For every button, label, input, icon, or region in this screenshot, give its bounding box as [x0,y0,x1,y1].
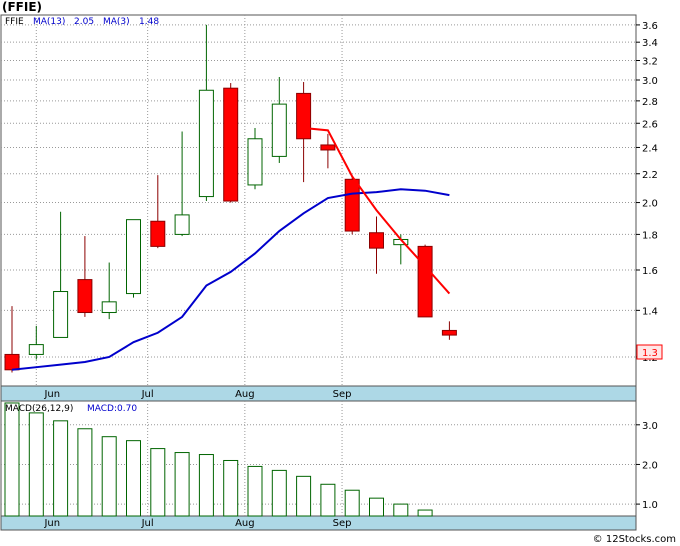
candle-body [4,353,20,371]
macd-bar [4,402,20,517]
macd-date-axis [0,515,637,531]
macd-bar [53,420,69,517]
macd-bar [198,454,214,517]
macd-bar [320,483,336,517]
macd-bar [417,509,433,517]
month-label: Sep [333,389,352,400]
macd-tick-label: 1.0 [642,500,658,511]
macd-legend-value: MACD:0.70 [87,404,137,414]
price-tick-label: 3.0 [642,76,658,87]
month-label: Aug [235,389,255,400]
macd-panel-frame [0,400,637,517]
price-tick-label: 2.2 [642,170,658,181]
candle-body [417,245,433,318]
month-label: Jun [43,518,60,529]
price-tick-label: 3.6 [642,21,658,32]
macd-bar [271,469,287,517]
macd-tick-label: 3.0 [642,421,658,432]
candle-body [441,329,457,336]
macd-bar [101,436,117,517]
candle-body [150,220,166,247]
legend-ma3-label: MA(3) [103,17,130,27]
legend-ma13-label: MA(13) [33,17,65,27]
macd-bar [344,489,360,517]
axis-labels: 1.21.41.61.82.02.22.42.62.83.03.23.43.61… [43,21,657,529]
month-label: Aug [235,518,255,529]
price-date-axis [0,385,637,402]
legend-ma3-value: 1.48 [139,17,159,27]
legend-symbol: FFIE [5,17,24,27]
price-tick-label: 2.4 [642,143,658,154]
macd-bar [247,465,263,517]
price-tick-label: 2.6 [642,119,658,130]
macd-bar [150,448,166,517]
macd-bar [369,497,384,517]
candle-body [126,219,141,295]
candle-body [271,103,287,157]
macd-tick-label: 2.0 [642,460,658,471]
macd-bar [77,428,93,517]
price-tick-label: 3.4 [642,38,658,49]
candle-body [344,178,360,232]
macd-bar [223,459,239,517]
candle-body [369,232,384,249]
macd-bar [28,412,44,517]
price-tick-label: 1.4 [642,306,658,317]
macd-bars-group [4,402,433,517]
price-tick-label: 2.0 [642,199,658,210]
macd-bar [393,503,409,517]
candle-body [53,291,69,338]
candle-body [320,144,336,151]
month-label: Sep [333,518,352,529]
price-tick-label: 1.8 [642,230,658,241]
chart-title: (FFIE) [2,0,43,14]
month-label: Jun [43,389,60,400]
last-price-value: 1.3 [642,348,658,359]
candle-body [223,87,239,202]
macd-legend-label: MACD(26,12,9) [5,404,73,414]
month-label: Jul [141,389,154,400]
price-tick-label: 3.2 [642,57,658,68]
candle-body [28,344,44,355]
ma3-line [303,126,451,295]
month-label: Jul [141,518,154,529]
macd-bar [174,452,190,517]
macd-bar [126,440,141,517]
candle-body [174,214,190,235]
macd-bar [296,475,312,517]
price-tick-label: 2.8 [642,97,658,108]
legend-ma13-value: 2.05 [74,17,94,27]
moving-average-lines [11,126,451,371]
candle-body [198,89,214,198]
candle-body [296,92,312,140]
copyright-text: © 12Stocks.com [592,534,676,545]
candle-body [101,301,117,314]
candles-group [4,24,457,373]
price-tick-label: 1.6 [642,266,658,277]
ma13-line [11,188,450,371]
price-panel-frame [0,14,637,402]
candle-body [77,279,93,314]
last-price-badge [636,344,663,360]
candle-body [247,138,263,186]
